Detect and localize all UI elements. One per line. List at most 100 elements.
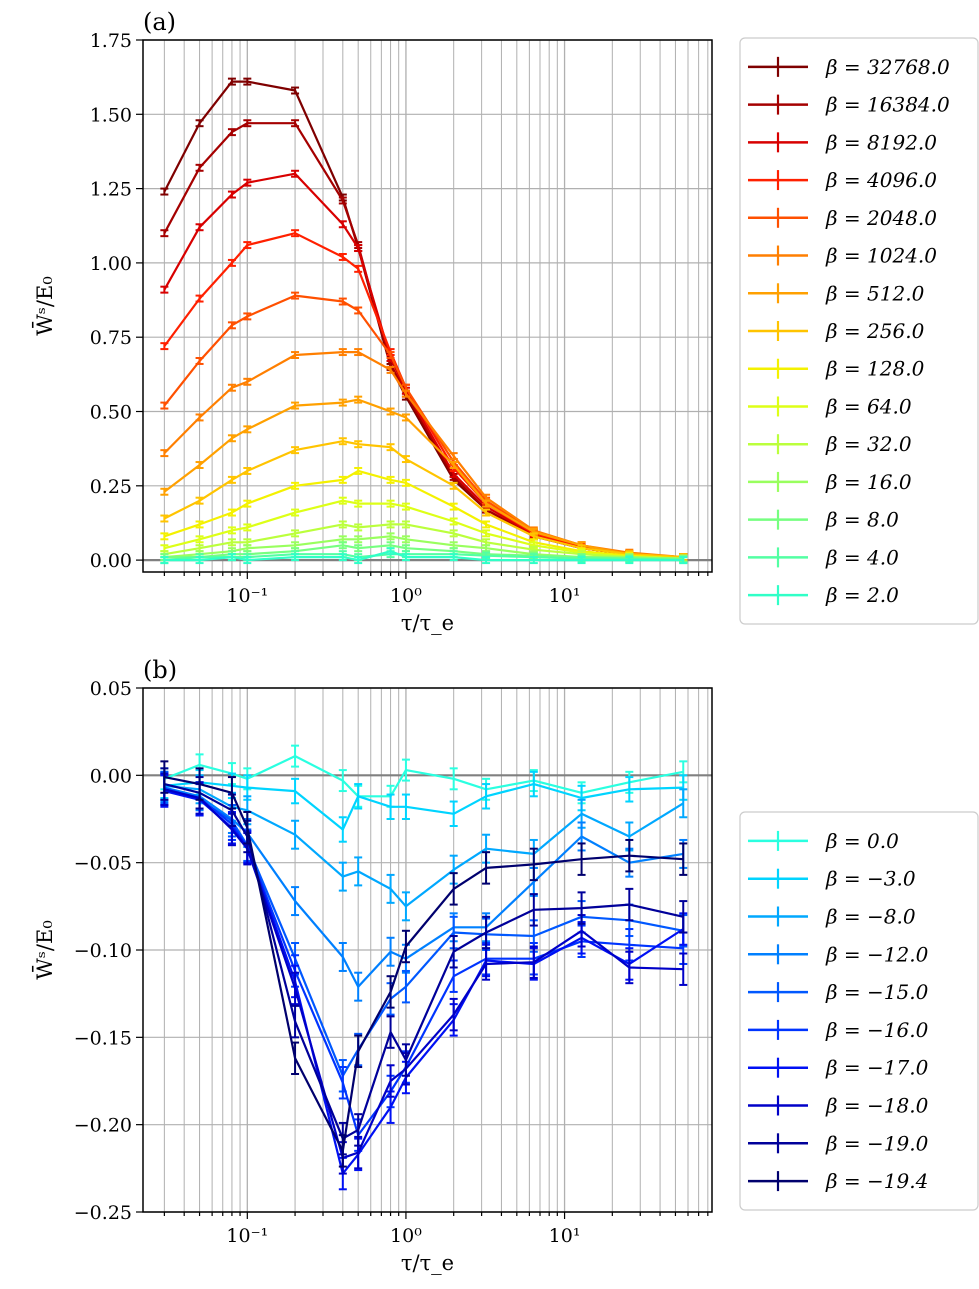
y-tick-label: 0.75 [90, 327, 132, 349]
panel-label: (a) [143, 8, 176, 36]
legend-label: β = 8192.0 [825, 130, 937, 154]
x-axis-label: τ/τ_e [401, 611, 454, 635]
legend-label: β = −8.0 [825, 905, 916, 929]
legend-item: β = 2048.0 [748, 206, 937, 230]
series-4 [160, 770, 688, 1093]
legend-label: β = 4096.0 [825, 168, 937, 192]
x-axis-label: τ/τ_e [401, 1251, 454, 1275]
series-line [164, 469, 684, 560]
grid [143, 687, 712, 1213]
y-tick-label: −0.20 [74, 1115, 132, 1137]
legend-label: β = 64.0 [825, 394, 912, 418]
y-tick-label: 1.75 [90, 30, 132, 52]
x-tick-label: 10⁰ [390, 1225, 422, 1247]
y-tick-label: 0.50 [90, 402, 132, 424]
legend-label: β = 16.0 [825, 470, 912, 494]
legend-item: β = −8.0 [748, 905, 916, 929]
legend: β = 0.0 β = −3.0 β = −8.0 β = −12.0 β = −15.… [739, 811, 979, 1211]
series-line [164, 781, 684, 831]
legend-item: β = 8.0 [748, 508, 899, 532]
legend-label: β = −3.0 [825, 867, 916, 891]
y-tick-label: −0.05 [74, 853, 132, 875]
series-line [163, 351, 684, 559]
series-3 [160, 229, 688, 562]
plot-frame [142, 39, 713, 573]
legend-box [739, 37, 979, 625]
legend-item: β = 4.0 [748, 545, 899, 569]
y-ticks: 0.05 0.00 −0.05 −0.10 −0.15 −0.20 −0.25 [74, 678, 143, 1224]
series-5 [160, 772, 688, 1152]
legend-label: β = −19.4 [825, 1169, 928, 1193]
legend-item: β = −19.4 [748, 1169, 928, 1193]
legend-label: β = 16384.0 [825, 93, 950, 117]
legend-item: β = −15.0 [748, 980, 929, 1004]
legend-label: β = −19.0 [825, 1131, 929, 1155]
x-tick-label: 10⁻¹ [226, 585, 268, 607]
y-tick-label: −0.10 [74, 940, 132, 962]
y-tick-label: 1.25 [90, 179, 132, 201]
series-line [163, 232, 684, 559]
legend: β = 32768.0 β = 16384.0 β = 8192.0 β = 4096… [739, 37, 979, 625]
panel-1: 10⁻¹ 10⁰ 10¹ 0.05 0.00 −0.05 −0.10 −0.15 −0.20 −0… [32, 656, 979, 1275]
series-9 [160, 760, 688, 1168]
legend-item: β = 16384.0 [748, 93, 950, 117]
legend-item: β = 64.0 [748, 394, 912, 418]
y-axis-label: W̄ˢ/E₀ [32, 276, 57, 335]
y-axis-label: W̄ˢ/E₀ [32, 920, 57, 979]
series-0 [160, 77, 688, 562]
series-group [160, 744, 688, 1191]
y-tick-label: 0.25 [90, 476, 132, 498]
y-tick-label: −0.15 [74, 1027, 132, 1049]
legend-item: β = −3.0 [748, 867, 916, 891]
y-tick-label: −0.25 [74, 1202, 132, 1224]
legend-item: β = −18.0 [748, 1094, 929, 1118]
legend-item: β = 8192.0 [748, 130, 937, 154]
legend-label: β = −16.0 [825, 1018, 929, 1042]
series-line [163, 172, 684, 559]
legend-item: β = 32.0 [748, 432, 912, 456]
series-line [163, 440, 684, 559]
series-line [164, 788, 684, 1160]
legend-item: β = 128.0 [748, 357, 925, 381]
legend-label: β = 32.0 [825, 432, 912, 456]
y-tick-label: 0.05 [90, 678, 132, 700]
legend-item: β = −16.0 [748, 1018, 929, 1042]
series-1 [160, 119, 688, 562]
y-tick-label: 1.50 [90, 104, 132, 126]
legend-item: β = −12.0 [748, 942, 929, 966]
legend-item: β = 16.0 [748, 470, 912, 494]
legend-item: β = 1024.0 [748, 244, 937, 268]
series-2 [160, 169, 688, 562]
legend-item: β = 0.0 [748, 829, 899, 853]
x-tick-label: 10¹ [549, 1225, 581, 1247]
series-group [160, 77, 688, 565]
legend-label: β = −12.0 [825, 942, 929, 966]
grid [143, 39, 712, 572]
y-tick-label: 0.00 [90, 550, 132, 572]
legend-item: β = −17.0 [748, 1056, 929, 1080]
y-tick-label: 0.00 [90, 765, 132, 787]
legend-label: β = 8.0 [825, 508, 899, 532]
legend-label: β = −15.0 [825, 980, 929, 1004]
legend-label: β = 0.0 [825, 829, 899, 853]
legend-item: β = −19.0 [748, 1131, 929, 1155]
legend-item: β = 256.0 [748, 319, 925, 343]
legend-label: β = 128.0 [825, 357, 925, 381]
panel-0: 10⁻¹ 10⁰ 10¹ 0.00 0.25 0.50 0.75 1.00 1.25 1.50 1.… [32, 8, 979, 635]
y-tick-label: 1.00 [90, 253, 132, 275]
legend-label: β = 1024.0 [825, 244, 937, 268]
y-ticks: 0.00 0.25 0.50 0.75 1.00 1.25 1.50 1.75 [90, 30, 143, 572]
legend-label: β = 2048.0 [825, 206, 937, 230]
series-14 [160, 547, 688, 565]
legend-item: β = 2.0 [748, 583, 899, 607]
series-8 [160, 767, 688, 1156]
legend-label: β = 2.0 [825, 583, 899, 607]
legend-label: β = 256.0 [825, 319, 925, 343]
x-tick-label: 10⁰ [390, 585, 422, 607]
series-8 [160, 466, 688, 563]
legend-label: β = −18.0 [825, 1094, 929, 1118]
series-line [164, 784, 684, 908]
legend-label: β = −17.0 [825, 1056, 929, 1080]
legend-item: β = 32768.0 [748, 55, 950, 79]
